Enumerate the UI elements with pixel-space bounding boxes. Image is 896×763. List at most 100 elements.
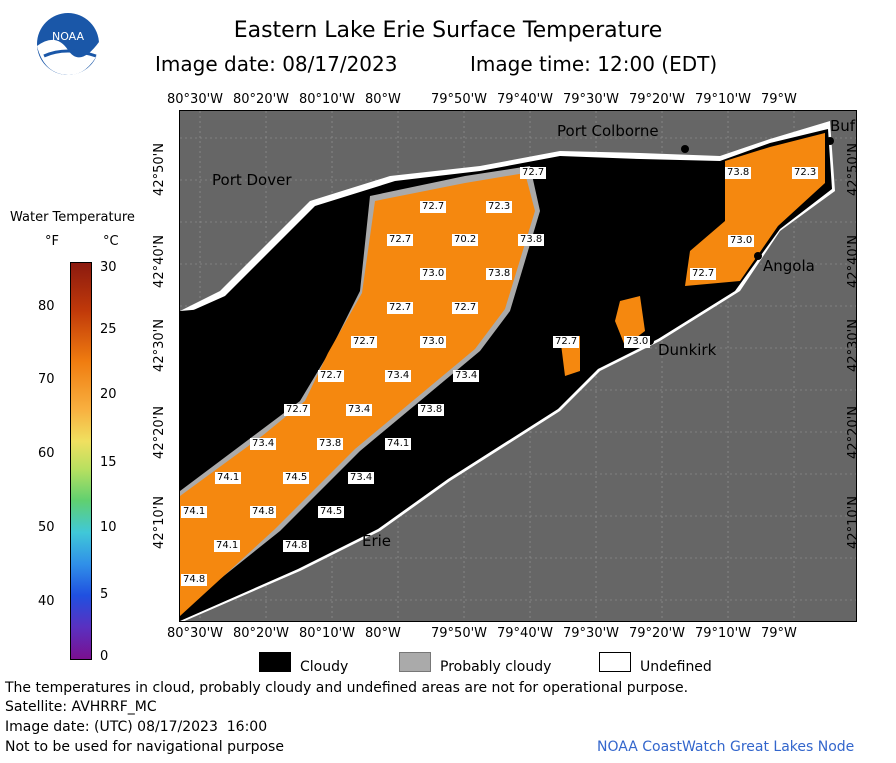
temperature-label: 72.3 [792, 167, 819, 179]
credit-text: NOAA CoastWatch Great Lakes Node [597, 739, 855, 755]
scale-tick-f: 80 [38, 299, 55, 314]
lat-label-right: 42°50'N [845, 143, 861, 196]
temperature-label: 74.8 [283, 540, 310, 552]
cloudy-label: Cloudy [300, 659, 349, 675]
temperature-label: 73.8 [518, 234, 545, 246]
place-angola: Angola [763, 257, 815, 275]
lon-label-top: 79°10'W [695, 92, 752, 107]
temperature-label: 73.4 [346, 404, 373, 416]
lon-label-top: 79°W [761, 92, 797, 107]
nav-warning-text: Not to be used for navigational purpose [5, 739, 284, 755]
image-time: Image time: 12:00 (EDT) [470, 52, 718, 76]
lake-map [180, 111, 856, 621]
lon-label-bottom: 79°30'W [563, 626, 620, 641]
cloud-area [180, 129, 832, 621]
lon-label-bottom: 79°10'W [695, 626, 752, 641]
page-title: Eastern Lake Erie Surface Temperature [233, 18, 663, 43]
satellite-text: Satellite: AVHRRF_MC [5, 699, 157, 715]
angola-marker [754, 252, 762, 260]
lon-label-top: 80°20'W [233, 92, 290, 107]
lat-label-right: 42°20'N [845, 406, 861, 459]
lon-label-bottom: 79°W [761, 626, 797, 641]
temperature-label: 72.7 [452, 302, 479, 314]
utc-date-text: Image date: (UTC) 08/17/2023 16:00 [5, 719, 268, 735]
lat-label-right: 42°40'N [845, 235, 861, 288]
temperature-label: 74.5 [283, 472, 310, 484]
temperature-label: 72.7 [553, 336, 580, 348]
temperature-label: 73.4 [385, 370, 412, 382]
temperature-label: 73.4 [453, 370, 480, 382]
undefined-label: Undefined [640, 659, 712, 675]
cloudy-swatch [259, 652, 291, 672]
temperature-label: 73.8 [725, 167, 752, 179]
temperature-label: 73.0 [420, 268, 447, 280]
lon-label-top: 80°10'W [299, 92, 356, 107]
temperature-label: 74.5 [318, 506, 345, 518]
lat-label-left: 42°50'N [151, 143, 167, 196]
lat-label-left: 42°10'N [151, 496, 167, 549]
disclaimer-text: The temperatures in cloud, probably clou… [5, 680, 689, 696]
temperature-label: 72.7 [520, 167, 547, 179]
temperature-label: 74.1 [215, 472, 242, 484]
lon-label-top: 80°W [365, 92, 401, 107]
lat-label-left: 42°20'N [151, 406, 167, 459]
scale-tick-c: 15 [100, 455, 117, 470]
scale-tick-c: 30 [100, 260, 117, 275]
lon-label-bottom: 79°20'W [629, 626, 686, 641]
temperature-label: 72.7 [351, 336, 378, 348]
legend-title: Water Temperature [10, 210, 135, 225]
scale-tick-c: 0 [100, 649, 109, 664]
temperature-label: 73.8 [418, 404, 445, 416]
undefined-swatch [599, 652, 631, 672]
temperature-label: 72.7 [284, 404, 311, 416]
legend-unit-f: °F [45, 234, 59, 249]
temperature-label: 72.7 [387, 302, 414, 314]
scale-tick-c: 10 [100, 520, 117, 535]
temperature-label: 74.8 [250, 506, 277, 518]
lon-label-bottom: 80°20'W [233, 626, 290, 641]
place-buffalo: Buf [830, 117, 856, 135]
lon-label-bottom: 79°50'W [431, 626, 488, 641]
temperature-label: 73.4 [250, 438, 277, 450]
temperature-label: 73.4 [348, 472, 375, 484]
temperature-label: 70.2 [452, 234, 479, 246]
temperature-label: 72.3 [486, 201, 513, 213]
temperature-label: 74.8 [181, 574, 208, 586]
lon-label-top: 79°40'W [497, 92, 554, 107]
erie-marker [356, 527, 364, 535]
lat-label-right: 42°10'N [845, 496, 861, 549]
temperature-label: 73.0 [728, 235, 755, 247]
temperature-label: 73.0 [624, 336, 651, 348]
temperature-label: 74.1 [214, 540, 241, 552]
water-temperature-area [180, 173, 535, 616]
scale-tick-f: 50 [38, 520, 55, 535]
temperature-label: 73.8 [317, 438, 344, 450]
temperature-label: 74.1 [385, 438, 412, 450]
temperature-label: 73.0 [420, 336, 447, 348]
scale-tick-c: 25 [100, 322, 117, 337]
temperature-label: 72.7 [690, 268, 717, 280]
temperature-label: 73.8 [486, 268, 513, 280]
place-port-colborne: Port Colborne [557, 122, 659, 140]
place-erie: Erie [362, 532, 392, 550]
lon-label-bottom: 79°40'W [497, 626, 554, 641]
lon-label-top: 79°20'W [629, 92, 686, 107]
scale-tick-c: 20 [100, 387, 117, 402]
lat-label-right: 42°30'N [845, 319, 861, 372]
temperature-label: 74.1 [181, 506, 208, 518]
probably-cloudy-label: Probably cloudy [440, 659, 552, 675]
legend-unit-c: °C [103, 234, 119, 249]
port-colborne-marker [681, 145, 689, 153]
logo-text: NOAA [52, 30, 85, 43]
place-port-dover: Port Dover [212, 171, 292, 189]
lon-label-bottom: 80°W [365, 626, 401, 641]
temperature-label: 72.7 [387, 234, 414, 246]
probably-cloudy-swatch [399, 652, 431, 672]
image-date: Image date: 08/17/2023 [155, 52, 398, 76]
lon-label-top: 80°30'W [167, 92, 224, 107]
scale-tick-f: 60 [38, 446, 55, 461]
scale-tick-c: 5 [100, 587, 109, 602]
lon-label-bottom: 80°10'W [299, 626, 356, 641]
lat-label-left: 42°40'N [151, 235, 167, 288]
scale-tick-f: 70 [38, 372, 55, 387]
